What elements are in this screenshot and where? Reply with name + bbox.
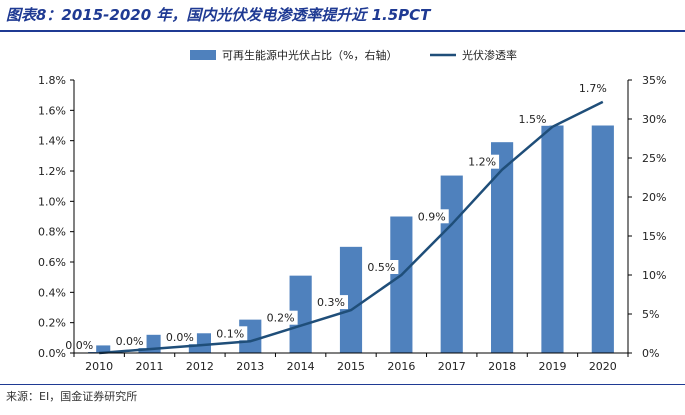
left-tick-label: 0.8% [38,226,66,239]
data-label-bg [62,338,97,352]
data-label: 0.1% [216,327,244,340]
legend-label-bar: 可再生能源中光伏占比（%，右轴） [222,48,397,62]
right-tick-label: 30% [642,113,666,126]
right-tick-label: 0% [642,347,659,360]
source-note: 来源：EI，国金证券研究所 [6,390,138,403]
left-tick-label: 0.2% [38,317,66,330]
x-tick-label: 2020 [589,360,617,373]
left-tick-label: 1.4% [38,135,66,148]
right-tick-label: 10% [642,269,666,282]
chart: 可再生能源中光伏占比（%，右轴） 光伏渗透率 0.0% 0.0% 0.0% 0.1%0.… [38,48,666,373]
bar [88,345,111,353]
axes: 0.0% 0.2% 0.4% 0.6% 0.8% 1.0% 1.2% 1.4% 1.6% 1.8%… [38,74,666,373]
data-label: 0.9% [418,210,446,223]
left-tick-label: 1.6% [38,104,66,117]
left-tick-label: 1.2% [38,165,66,178]
data-label-bg [112,334,147,349]
data-label-bg [515,111,550,126]
x-tick-label: 2011 [136,360,164,373]
source-divider [0,384,685,385]
bar [591,125,614,353]
x-tick-label: 2017 [438,360,466,373]
bar [390,216,413,353]
left-tick-label: 1.0% [38,195,66,208]
data-label-bg [213,326,248,341]
data-label: 0.0% [65,339,93,352]
bar-series [88,125,614,353]
data-label-bg [162,330,197,345]
chart-title: 图表8：2015-2020 年，国内光伏发电渗透率提升近 1.5PCT [6,6,431,24]
data-label: 0.5% [367,261,395,274]
data-label: 1.7% [579,82,607,95]
data-label: 0.3% [317,296,345,309]
x-tick-label: 2012 [186,360,214,373]
x-tick-label: 2018 [488,360,516,373]
x-tick-label: 2013 [236,360,264,373]
data-label: 0.0% [166,331,194,344]
data-label: 0.2% [267,312,295,325]
legend-label-line: 光伏渗透率 [462,48,517,62]
left-tick-label: 0.0% [38,347,66,360]
bar [491,142,514,353]
right-tick-label: 35% [642,74,666,87]
legend-swatch-bar [190,50,216,60]
right-tick-label: 15% [642,230,666,243]
bar [289,275,312,353]
penetration-line [99,100,604,355]
title-bar: 图表8：2015-2020 年，国内光伏发电渗透率提升近 1.5PCT [0,0,685,32]
data-label-bg [465,154,500,169]
data-label-bg [575,80,610,95]
bar [440,175,463,353]
x-tick-label: 2014 [287,360,315,373]
left-tick-label: 0.4% [38,286,66,299]
data-label-bg [364,260,399,274]
bar [339,246,363,353]
data-label-bg [314,295,348,310]
x-tick-label: 2019 [538,360,566,373]
left-tick-label: 0.6% [38,256,66,269]
data-label: 0.0% [116,335,144,348]
left-tick-label: 1.8% [38,74,66,87]
x-tick-label: 2010 [85,360,113,373]
data-label-bg [263,310,298,325]
data-label-bg [414,209,449,224]
bar [541,125,564,353]
right-tick-label: 25% [642,152,666,165]
data-label: 1.2% [468,156,496,169]
right-tick-label: 20% [642,191,666,204]
x-tick-label: 2016 [387,360,415,373]
data-label: 1.5% [518,113,546,126]
line-series: 0.0% 0.0% 0.0% 0.1% 0.2% 0.3% 0.5% 0.9% 1.2% 1.5%… [62,80,610,355]
right-tick-label: 5% [642,308,659,321]
legend: 可再生能源中光伏占比（%，右轴） 光伏渗透率 [190,48,517,62]
x-tick-label: 2015 [337,360,365,373]
